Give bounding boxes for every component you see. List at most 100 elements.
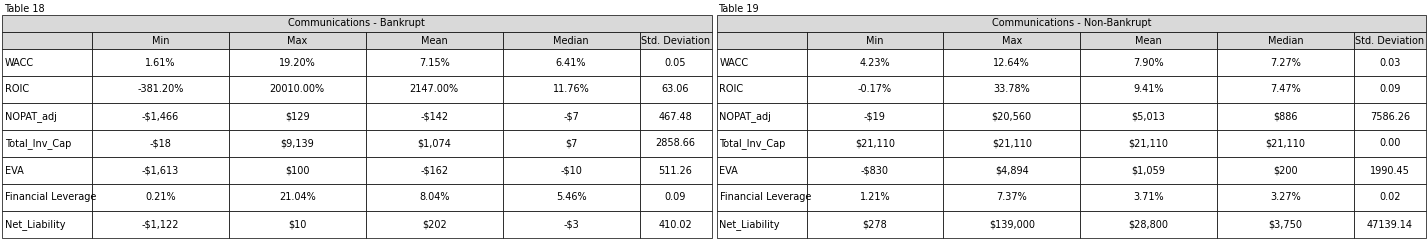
Text: ROIC: ROIC [6, 84, 29, 94]
Text: $3,750: $3,750 [1268, 219, 1302, 230]
Bar [1354, 32, 1427, 49]
Text: $9,139: $9,139 [280, 138, 314, 149]
Text: 0.00: 0.00 [1379, 138, 1401, 149]
Text: Communications - Bankrupt: Communications - Bankrupt [288, 18, 426, 29]
Bar [1354, 157, 1427, 184]
Text: EVA: EVA [720, 166, 738, 175]
Text: Net_Liability: Net_Liability [6, 219, 66, 230]
Bar [717, 76, 807, 103]
Text: 410.02: 410.02 [658, 219, 693, 230]
Bar [366, 211, 503, 238]
Text: 7.27%: 7.27% [1269, 58, 1301, 67]
Text: $129: $129 [286, 111, 310, 122]
Bar [503, 130, 640, 157]
Bar [91, 49, 228, 76]
Text: -$7: -$7 [563, 111, 578, 122]
Bar [807, 211, 944, 238]
Bar [1354, 130, 1427, 157]
Bar [1217, 49, 1354, 76]
Text: -$18: -$18 [150, 138, 171, 149]
Text: -$1,122: -$1,122 [141, 219, 178, 230]
Bar [503, 103, 640, 130]
Bar [503, 184, 640, 211]
Bar [91, 184, 228, 211]
Text: Total_Inv_Cap: Total_Inv_Cap [6, 138, 71, 149]
Bar [1354, 103, 1427, 130]
Bar [503, 49, 640, 76]
Bar [1, 184, 91, 211]
Text: Table 18: Table 18 [4, 3, 44, 14]
Bar [228, 130, 366, 157]
Text: Mean: Mean [1135, 35, 1162, 46]
Text: $4,894: $4,894 [995, 166, 1028, 175]
Bar [944, 211, 1080, 238]
Text: 2858.66: 2858.66 [655, 138, 695, 149]
Bar [1217, 157, 1354, 184]
Text: NOPAT_adj: NOPAT_adj [6, 111, 57, 122]
Text: 8.04%: 8.04% [418, 193, 450, 202]
Text: -$1,613: -$1,613 [141, 166, 178, 175]
Bar [1217, 103, 1354, 130]
Text: 9.41%: 9.41% [1134, 84, 1164, 94]
Bar [91, 211, 228, 238]
Text: 3.27%: 3.27% [1269, 193, 1301, 202]
Bar [1, 130, 91, 157]
Bar [366, 49, 503, 76]
Text: 2147.00%: 2147.00% [410, 84, 458, 94]
Text: 7.37%: 7.37% [997, 193, 1027, 202]
Bar [1217, 32, 1354, 49]
Bar [1, 76, 91, 103]
Text: -$10: -$10 [560, 166, 583, 175]
Bar [717, 184, 807, 211]
Text: 1.61%: 1.61% [146, 58, 176, 67]
Text: 7.15%: 7.15% [418, 58, 450, 67]
Text: Std. Deviation: Std. Deviation [1355, 35, 1425, 46]
Bar [717, 32, 807, 49]
Text: 20010.00%: 20010.00% [270, 84, 326, 94]
Bar [717, 211, 807, 238]
Text: WACC: WACC [6, 58, 34, 67]
Text: ROIC: ROIC [720, 84, 744, 94]
Bar [640, 130, 711, 157]
Bar [1080, 184, 1217, 211]
Text: 7586.26: 7586.26 [1369, 111, 1409, 122]
Bar [1, 49, 91, 76]
Text: $10: $10 [288, 219, 307, 230]
Text: 0.09: 0.09 [665, 193, 687, 202]
Bar [228, 211, 366, 238]
Text: EVA: EVA [6, 166, 24, 175]
Text: $5,013: $5,013 [1132, 111, 1165, 122]
Bar [944, 49, 1080, 76]
Text: 7.47%: 7.47% [1269, 84, 1301, 94]
Bar [91, 130, 228, 157]
Bar [1354, 211, 1427, 238]
Bar [228, 32, 366, 49]
Bar [228, 103, 366, 130]
Text: 11.76%: 11.76% [553, 84, 590, 94]
Bar [503, 211, 640, 238]
Text: WACC: WACC [720, 58, 748, 67]
Text: $7: $7 [565, 138, 577, 149]
Bar [228, 184, 366, 211]
Text: $139,000: $139,000 [988, 219, 1035, 230]
Bar [1080, 130, 1217, 157]
Bar [807, 32, 944, 49]
Bar [1, 103, 91, 130]
Bar [1354, 49, 1427, 76]
Text: 4.23%: 4.23% [860, 58, 890, 67]
Bar [91, 32, 228, 49]
Bar [91, 76, 228, 103]
Bar [1080, 103, 1217, 130]
Text: Total_Inv_Cap: Total_Inv_Cap [720, 138, 785, 149]
Bar [944, 103, 1080, 130]
Text: $21,110: $21,110 [1265, 138, 1305, 149]
Bar [91, 157, 228, 184]
Text: 7.90%: 7.90% [1134, 58, 1164, 67]
Bar [807, 103, 944, 130]
Text: 33.78%: 33.78% [994, 84, 1030, 94]
Bar [228, 49, 366, 76]
Bar [366, 130, 503, 157]
Text: $100: $100 [286, 166, 310, 175]
Bar [1217, 211, 1354, 238]
Text: -$830: -$830 [861, 166, 890, 175]
